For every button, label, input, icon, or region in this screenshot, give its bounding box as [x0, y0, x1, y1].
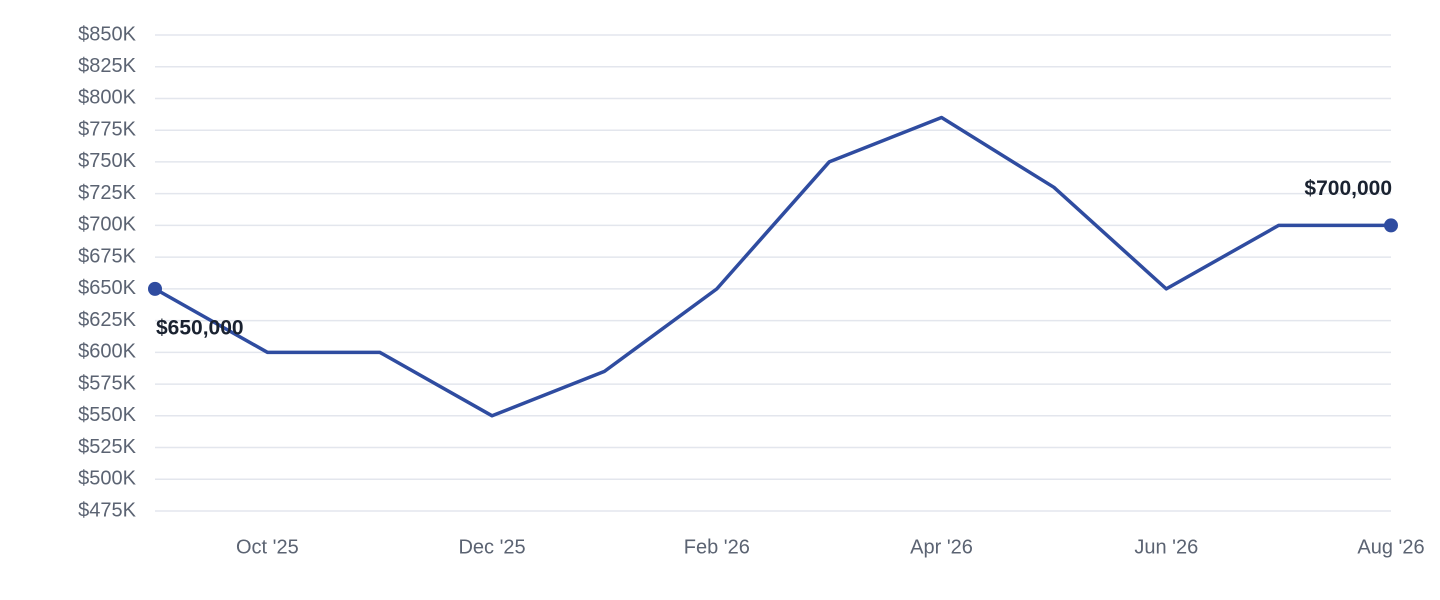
- x-tick-label: Oct '25: [236, 536, 299, 558]
- y-tick-label: $650K: [78, 277, 136, 299]
- value-label: $700,000: [1304, 177, 1392, 200]
- x-tick-label: Dec '25: [458, 536, 525, 558]
- y-tick-label: $550K: [78, 404, 136, 426]
- line: [154, 115, 1391, 418]
- y-tick-label: $700K: [78, 214, 136, 236]
- x-tick-label: Jun '26: [1134, 536, 1198, 558]
- y-tick-label: $625K: [78, 309, 136, 331]
- y-tick-label: $825K: [78, 55, 136, 77]
- x-tick-label: Apr '26: [910, 536, 973, 558]
- y-tick-label: $675K: [78, 245, 136, 267]
- x-tick-label: Aug '26: [1357, 536, 1424, 558]
- y-tick-label: $525K: [78, 436, 136, 458]
- value-label: $650,000: [156, 316, 244, 339]
- y-tick-label: $725K: [78, 182, 136, 204]
- y-tick-label: $850K: [78, 23, 136, 45]
- point-marker: [1384, 218, 1398, 233]
- y-tick-label: $575K: [78, 372, 136, 394]
- x-tick-label: Feb '26: [684, 536, 750, 558]
- y-tick-label: $600K: [78, 341, 136, 363]
- y-tick-label: $500K: [78, 468, 136, 490]
- y-tick-label: $775K: [78, 118, 136, 140]
- point-marker: [148, 281, 162, 296]
- y-tick-label: $750K: [78, 150, 136, 172]
- y-tick-label: $475K: [78, 499, 136, 521]
- y-tick-label: $800K: [78, 87, 136, 109]
